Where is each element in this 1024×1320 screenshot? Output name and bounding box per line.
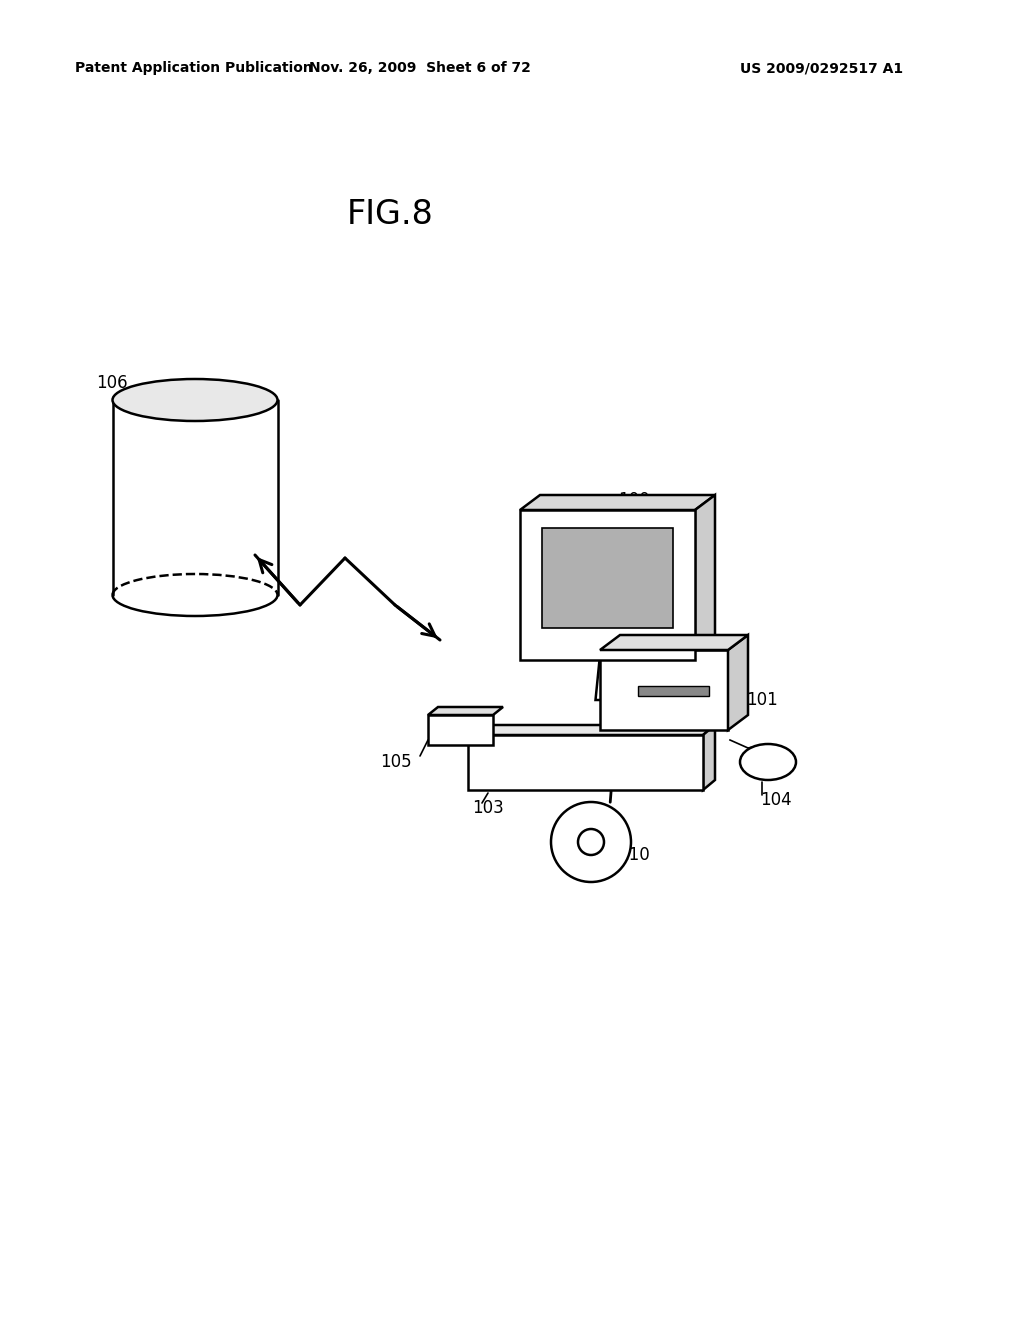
Ellipse shape (113, 379, 278, 421)
Text: 100: 100 (618, 491, 649, 510)
Circle shape (578, 829, 604, 855)
Polygon shape (600, 635, 748, 649)
Text: 105: 105 (380, 752, 412, 771)
Polygon shape (596, 660, 620, 700)
Polygon shape (542, 528, 673, 627)
Text: FIG.8: FIG.8 (347, 198, 433, 231)
Ellipse shape (740, 744, 796, 780)
Text: 106: 106 (96, 374, 128, 392)
Polygon shape (113, 400, 278, 595)
Polygon shape (728, 635, 748, 730)
Polygon shape (600, 649, 728, 730)
Text: Nov. 26, 2009  Sheet 6 of 72: Nov. 26, 2009 Sheet 6 of 72 (309, 61, 530, 75)
Polygon shape (468, 725, 715, 735)
Text: 102a: 102a (528, 524, 570, 543)
Text: Patent Application Publication: Patent Application Publication (75, 61, 312, 75)
Circle shape (551, 803, 631, 882)
Polygon shape (428, 715, 493, 744)
Text: 110: 110 (618, 846, 650, 865)
Polygon shape (695, 495, 715, 660)
Polygon shape (520, 495, 715, 510)
Polygon shape (428, 708, 503, 715)
Text: 102: 102 (680, 513, 712, 532)
Polygon shape (703, 725, 715, 789)
Polygon shape (638, 686, 709, 697)
Text: 101: 101 (746, 690, 778, 709)
Text: US 2009/0292517 A1: US 2009/0292517 A1 (740, 61, 903, 75)
Text: 103: 103 (472, 799, 504, 817)
Polygon shape (468, 735, 703, 789)
Text: 104: 104 (760, 791, 792, 809)
Polygon shape (520, 510, 695, 660)
